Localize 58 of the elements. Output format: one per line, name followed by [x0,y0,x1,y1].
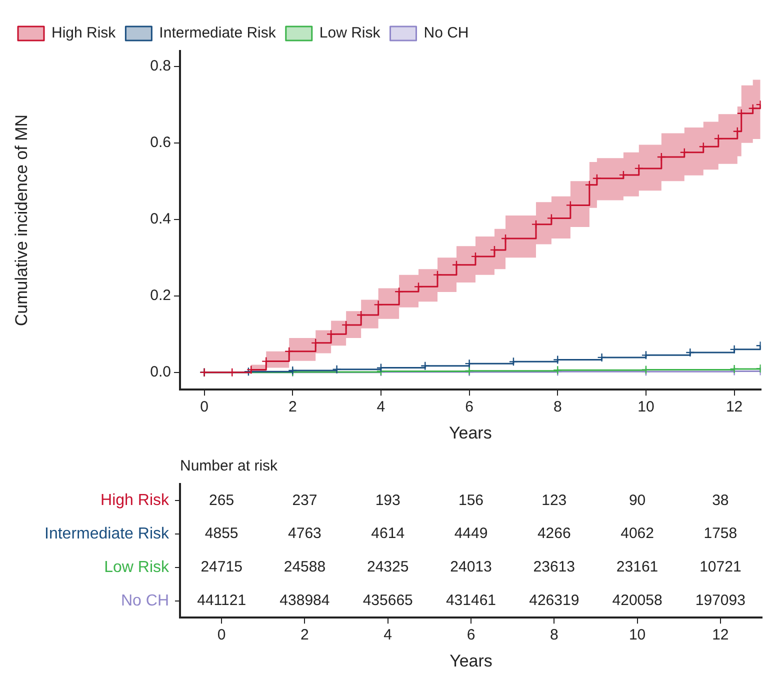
data-label: 24715 [200,558,242,576]
data-label: 24588 [284,558,326,576]
data-label: 441121 [197,592,246,610]
legend-label: High Risk [52,24,116,42]
data-label: 10721 [700,558,742,576]
data-label: 4449 [454,525,488,542]
data-label: 4266 [537,525,571,542]
data-label: 420058 [612,592,662,610]
y-tick-label: 0.6 [150,134,171,151]
chart-title: Number at risk [180,458,278,475]
x-axis-title: Years [448,423,492,442]
y-tick-label: High Risk [100,492,170,510]
data-label: 237 [292,492,318,509]
x-tick-label: 0 [217,626,226,644]
data-label: 431461 [446,592,496,610]
x-tick-label: 2 [300,626,309,644]
data-label: 197093 [695,592,746,610]
data-label: 24013 [450,558,492,576]
x-tick-label: 12 [712,626,729,644]
x-tick-label: 10 [628,626,646,644]
data-label: 4763 [288,525,322,542]
x-tick-label: 6 [466,626,476,644]
data-label: 156 [458,492,484,509]
x-tick-label: 8 [550,626,558,644]
data-label: 4614 [371,525,405,542]
data-label: 23613 [533,558,575,576]
data-label: 4855 [204,525,238,542]
x-axis-title: Years [450,651,492,670]
x-tick-label: 6 [465,398,474,416]
data-label: 23161 [616,558,658,576]
y-tick-label: No CH [120,592,169,610]
x-tick-label: 2 [288,398,297,416]
y-tick-label: 0.0 [150,364,171,381]
y-tick-label: 0.8 [150,57,171,74]
x-tick-label: 8 [553,398,562,416]
data-label: 193 [375,492,400,509]
data-label: 426319 [529,592,580,610]
data-label: 4062 [620,525,654,542]
x-tick-label: 4 [376,398,386,416]
y-tick-label: 0.2 [150,287,171,304]
legend-label: No CH [424,24,469,42]
data-label: 123 [542,492,567,509]
data-label: 38 [712,492,729,509]
data-label: 435665 [362,592,413,610]
data-label: 24325 [367,558,409,576]
data-label: 265 [209,492,234,509]
data-label: 438984 [280,592,330,610]
x-tick-label: 0 [200,398,208,416]
x-tick-label: 12 [726,398,743,416]
data-label: 90 [628,492,646,509]
y-tick-label: Intermediate Risk [44,526,170,543]
y-tick-label: Low Risk [104,558,170,576]
legend-label: Low Risk [319,24,381,42]
data-label: 1758 [704,525,738,542]
x-tick-label: 4 [384,626,392,644]
y-tick-label: 0.4 [150,210,171,228]
x-tick-label: 10 [638,398,654,416]
y-axis-title: Cumulative incidence of MN [12,114,31,326]
